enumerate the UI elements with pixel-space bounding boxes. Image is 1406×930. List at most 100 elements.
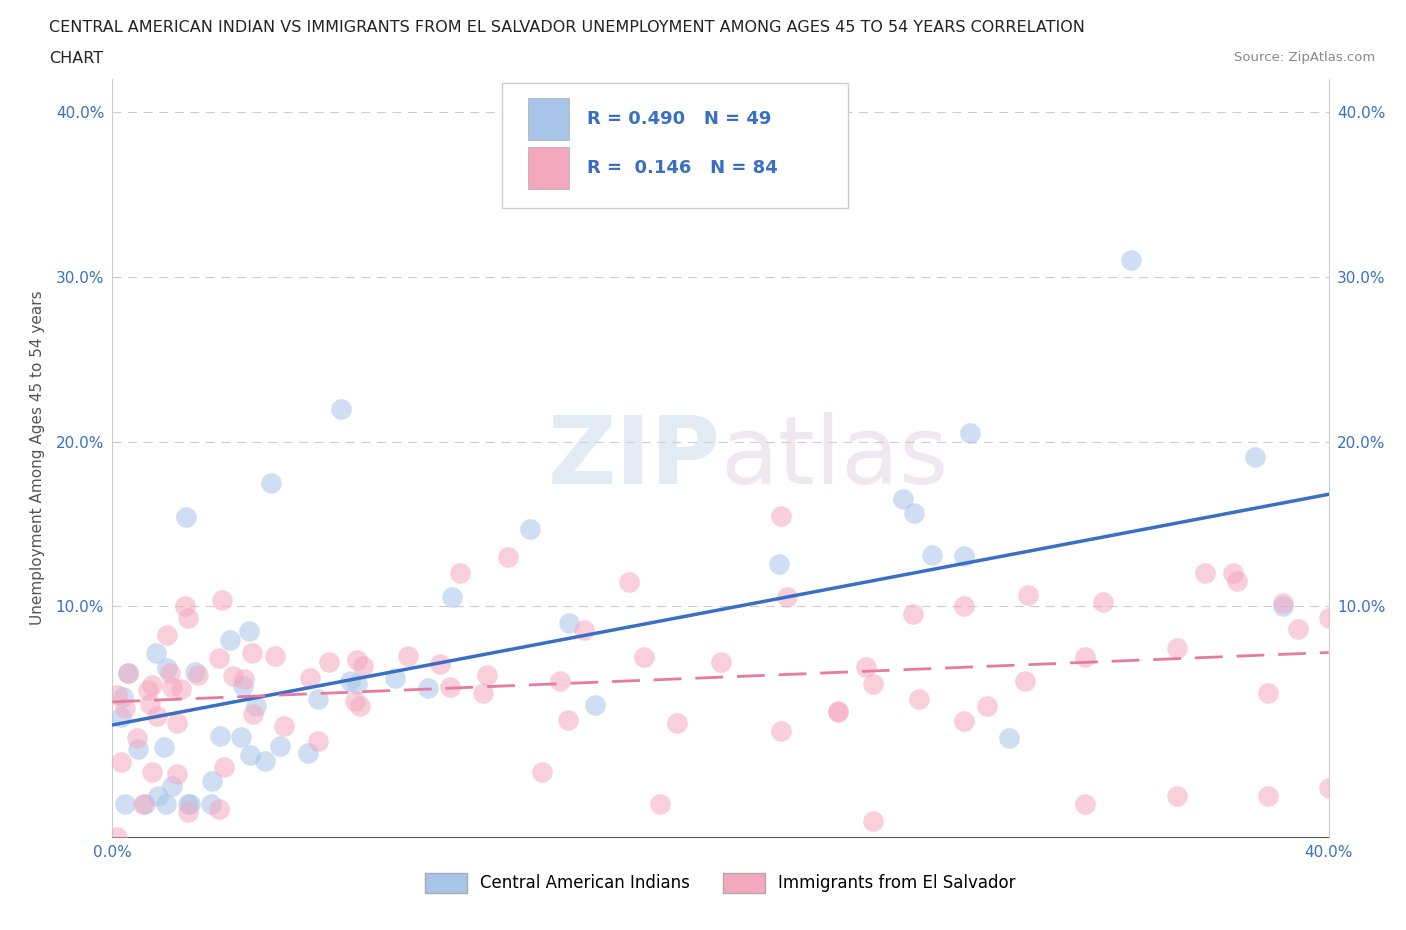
Point <box>1017 588 1039 603</box>
Point <box>307 691 329 706</box>
Point <box>862 813 884 828</box>
Point <box>141 678 163 693</box>
Point <box>953 713 976 728</box>
Point <box>1119 253 1142 268</box>
Point <box>648 797 671 812</box>
Point <box>519 522 541 537</box>
Point <box>259 475 281 490</box>
Point <box>352 658 374 673</box>
Point <box>633 649 655 664</box>
Point <box>201 773 224 788</box>
Point <box>177 804 200 819</box>
Point <box>242 645 264 660</box>
Point <box>160 680 183 695</box>
Point <box>145 645 167 660</box>
Point <box>903 606 925 621</box>
Point <box>1222 566 1244 581</box>
Point <box>998 731 1021 746</box>
Point <box>855 659 877 674</box>
Point <box>768 556 790 571</box>
Point <box>449 566 471 581</box>
Point <box>1257 685 1279 700</box>
Point <box>170 682 193 697</box>
Point <box>976 698 998 713</box>
Point <box>953 599 976 614</box>
Point <box>117 665 139 680</box>
Point <box>862 676 884 691</box>
Point <box>105 687 128 702</box>
Point <box>152 739 174 754</box>
Point <box>339 673 361 688</box>
Point <box>127 741 149 756</box>
Point <box>1091 594 1114 609</box>
Point <box>396 649 419 664</box>
Point <box>114 700 136 715</box>
Point <box>155 660 177 675</box>
Text: ZIP: ZIP <box>548 412 720 504</box>
Point <box>211 592 233 607</box>
Point <box>297 746 319 761</box>
Point <box>583 698 606 712</box>
Point <box>105 830 128 844</box>
Point <box>1226 574 1249 589</box>
Point <box>472 685 495 700</box>
FancyBboxPatch shape <box>529 147 568 189</box>
Point <box>921 548 943 563</box>
Point <box>1272 595 1295 610</box>
Text: R = 0.490   N = 49: R = 0.490 N = 49 <box>586 110 770 127</box>
Text: CHART: CHART <box>49 51 103 66</box>
Point <box>177 797 200 812</box>
Text: atlas: atlas <box>720 412 949 504</box>
Point <box>908 692 931 707</box>
Point <box>114 797 136 812</box>
Point <box>166 766 188 781</box>
Point <box>208 802 231 817</box>
Point <box>245 699 267 714</box>
Point <box>156 628 179 643</box>
Point <box>200 797 222 812</box>
Point <box>242 706 264 721</box>
Point <box>136 683 159 698</box>
Point <box>110 754 132 769</box>
Point <box>166 716 188 731</box>
Point <box>429 656 451 671</box>
Point <box>558 616 581 631</box>
Point <box>160 778 183 793</box>
Point <box>179 797 201 812</box>
Point <box>1257 789 1279 804</box>
Point <box>1286 621 1309 636</box>
Point <box>146 789 169 804</box>
Point <box>208 651 231 666</box>
Legend: Central American Indians, Immigrants from El Salvador: Central American Indians, Immigrants fro… <box>425 872 1017 893</box>
Point <box>343 694 366 709</box>
Point <box>349 698 371 713</box>
Point <box>132 797 155 812</box>
Point <box>441 589 464 604</box>
Point <box>1074 797 1097 812</box>
Point <box>1194 566 1216 581</box>
Point <box>146 709 169 724</box>
Point <box>174 510 197 525</box>
Point <box>139 697 162 711</box>
FancyBboxPatch shape <box>502 83 848 208</box>
Point <box>155 797 177 812</box>
Point <box>557 713 579 728</box>
Point <box>775 590 797 604</box>
Point <box>548 673 571 688</box>
Point <box>218 633 240 648</box>
Point <box>827 705 849 720</box>
Point <box>222 669 245 684</box>
Point <box>953 549 976 564</box>
Point <box>574 622 596 637</box>
Point <box>254 753 277 768</box>
Y-axis label: Unemployment Among Ages 45 to 54 years: Unemployment Among Ages 45 to 54 years <box>30 291 45 625</box>
Point <box>1272 599 1295 614</box>
Point <box>117 666 139 681</box>
Point <box>187 667 209 682</box>
Point <box>239 748 262 763</box>
Point <box>231 730 253 745</box>
Point <box>238 623 260 638</box>
Point <box>298 671 321 685</box>
Point <box>346 676 368 691</box>
Point <box>264 648 287 663</box>
